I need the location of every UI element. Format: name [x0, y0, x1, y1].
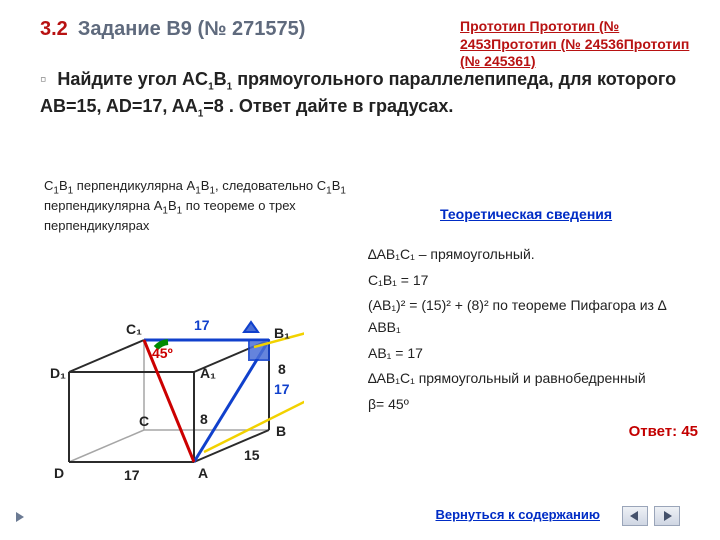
theory-link[interactable]: Теоретическая сведения: [440, 206, 612, 222]
lbl-C: C: [139, 413, 149, 429]
back-to-contents-link[interactable]: Вернуться к содержанию: [435, 507, 600, 522]
section-number: 3.2: [40, 18, 68, 41]
nav-buttons: [622, 506, 680, 526]
side-marker-icon: [16, 512, 24, 522]
step-6: β= 45º: [368, 394, 698, 416]
step-1: ∆AB₁C₁ – прямоугольный.: [368, 244, 698, 266]
lbl-17-bottom: 17: [124, 467, 140, 483]
lbl-A: A: [198, 465, 208, 481]
step-3: (AB₁)² = (15)² + (8)² по теореме Пифагор…: [368, 295, 698, 338]
lbl-B1: B₁: [274, 325, 290, 341]
step-4: AB₁ = 17: [368, 343, 698, 365]
page-title: Задание B9 (№ 271575): [78, 18, 306, 41]
parallelepiped-diagram: A B C D A₁ B₁ C₁ D₁ 17 17 17 8 8 15 45º: [44, 252, 304, 492]
lbl-angle-45: 45º: [152, 345, 173, 361]
step-2: C₁B₁ = 17: [368, 270, 698, 292]
answer: Ответ: 45: [368, 420, 698, 443]
next-button[interactable]: [654, 506, 680, 526]
step-5: ∆AB₁C₁ прямоугольный и равнобедренный: [368, 368, 698, 390]
bullet-icon: ▫: [40, 69, 46, 89]
lbl-D: D: [54, 465, 64, 481]
lbl-17-right: 17: [274, 381, 290, 397]
lbl-15: 15: [244, 447, 260, 463]
solution-steps: ∆AB₁C₁ – прямоугольный. C₁B₁ = 17 (AB₁)²…: [368, 240, 698, 447]
problem-statement: ▫ Найдите угол AC1B1 прямоугольного пара…: [40, 67, 694, 121]
lbl-C1: C₁: [126, 321, 142, 337]
lbl-B: B: [276, 423, 286, 439]
lbl-D1: D₁: [50, 365, 66, 381]
prev-button[interactable]: [622, 506, 648, 526]
explanation-perp: C1B1 перпендикулярна A1B1, следовательно…: [44, 178, 374, 234]
prototype-links[interactable]: Прототип Прототип (№ 2453Прототип (№ 245…: [460, 18, 690, 71]
lbl-8-right: 8: [278, 361, 286, 377]
lbl-A1: A₁: [200, 365, 216, 381]
lbl-8-left: 8: [200, 411, 208, 427]
problem-text: Найдите угол AC1B1 прямоугольного паралл…: [40, 69, 676, 116]
lbl-17-top: 17: [194, 317, 210, 333]
